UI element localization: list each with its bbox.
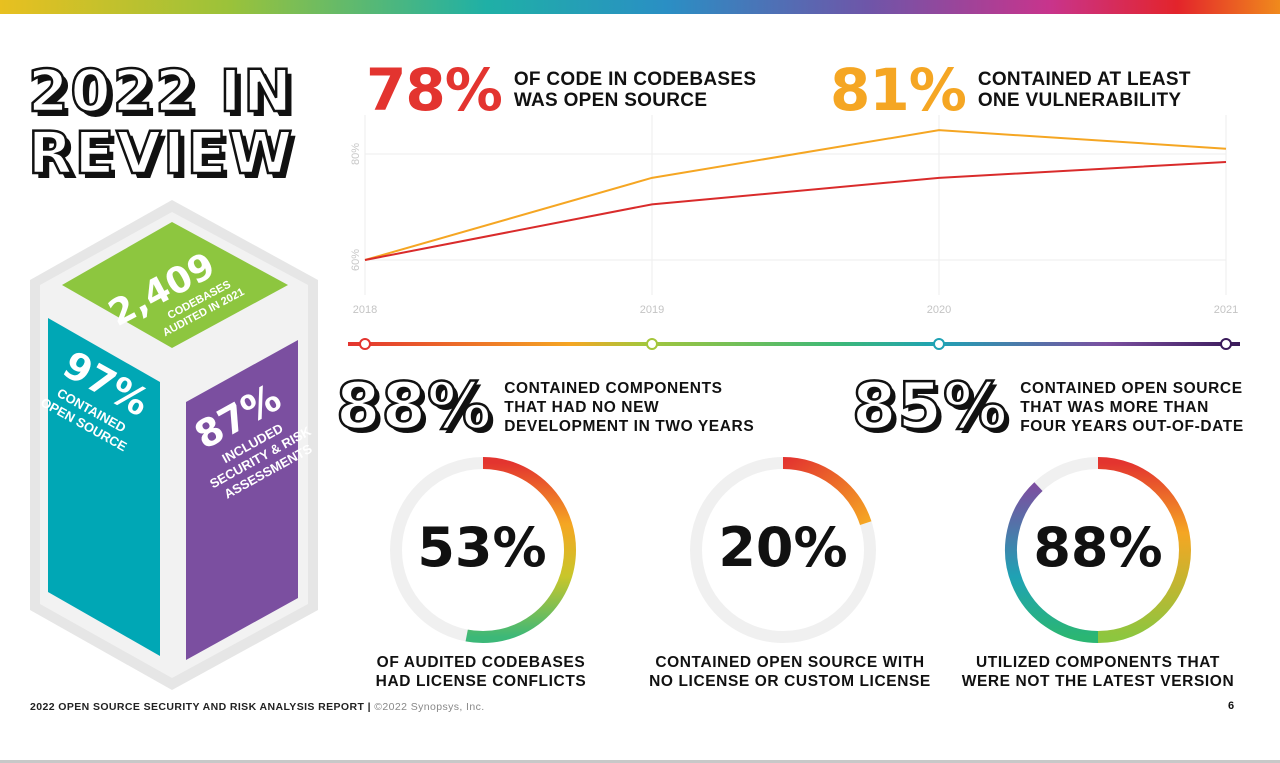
footer-report-title: 2022 OPEN SOURCE SECURITY AND RISK ANALY… bbox=[30, 701, 365, 713]
bottom-divider bbox=[0, 760, 1280, 763]
donut-arc-2-a bbox=[1097, 457, 1191, 643]
donut-charts bbox=[390, 457, 1191, 643]
stat-out-of-date-line-3: FOUR YEARS OUT-OF-DATE bbox=[1020, 417, 1244, 435]
stat-vulnerability-line-2: ONE VULNERABILITY bbox=[977, 90, 1182, 111]
stat-open-source: 78% OF CODE IN CODEBASES WAS OPEN SOURCE bbox=[366, 56, 756, 124]
donut-not-latest-line-2: WERE NOT THE LATEST VERSION bbox=[961, 673, 1235, 690]
cube-left-face bbox=[48, 318, 160, 656]
cube-right-face bbox=[186, 340, 298, 660]
series-line-0 bbox=[364, 129, 1227, 261]
x-tick-label: 2020 bbox=[927, 304, 951, 316]
donut-arc-2-b bbox=[1005, 482, 1099, 643]
donut-no-license-line-2: NO LICENSE OR CUSTOM LICENSE bbox=[649, 673, 931, 690]
title-line-1: 2022 IN bbox=[27, 57, 294, 125]
stat-vulnerability-line-1: CONTAINED AT LEAST bbox=[977, 69, 1191, 90]
donut-arc-0 bbox=[465, 457, 576, 643]
stat-out-of-date-value: 85% bbox=[851, 369, 1009, 446]
donut-license-conflicts-value: 53% bbox=[417, 516, 547, 579]
series-line-1 bbox=[364, 160, 1227, 261]
stat-open-source-value: 78% bbox=[366, 56, 503, 124]
timeline-dot-2018 bbox=[359, 338, 371, 350]
donut-no-license-caption: CONTAINED OPEN SOURCE WITH NO LICENSE OR… bbox=[640, 653, 940, 691]
stat-open-source-caption: OF CODE IN CODEBASES WAS OPEN SOURCE bbox=[514, 69, 756, 111]
donut-license-conflicts-line-2: HAD LICENSE CONFLICTS bbox=[375, 673, 587, 690]
stat-out-of-date-line-1: CONTAINED OPEN SOURCE bbox=[1020, 379, 1243, 397]
stat-vulnerability-value: 81% bbox=[830, 56, 967, 124]
stat-vulnerability: 81% CONTAINED AT LEAST ONE VULNERABILITY bbox=[830, 56, 1191, 124]
footer: 2022 OPEN SOURCE SECURITY AND RISK ANALY… bbox=[30, 701, 485, 713]
stat-out-of-date: 85% CONTAINED OPEN SOURCE THAT WAS MORE … bbox=[851, 369, 1244, 446]
donut-not-latest-line-1: UTILIZED COMPONENTS THAT bbox=[975, 654, 1221, 671]
donut-license-conflicts-line-1: OF AUDITED CODEBASES bbox=[376, 654, 586, 671]
donut-arc-1 bbox=[782, 457, 872, 526]
stat-no-development-caption: CONTAINED COMPONENTS THAT HAD NO NEW DEV… bbox=[504, 379, 754, 436]
stat-open-source-line-2: WAS OPEN SOURCE bbox=[513, 90, 708, 111]
stat-no-development-line-2: THAT HAD NO NEW bbox=[504, 398, 660, 416]
timeline-dot-2021 bbox=[1220, 338, 1232, 350]
donut-not-latest-caption: UTILIZED COMPONENTS THAT WERE NOT THE LA… bbox=[948, 653, 1248, 691]
stat-out-of-date-caption: CONTAINED OPEN SOURCE THAT WAS MORE THAN… bbox=[1020, 379, 1244, 436]
donut-license-conflicts-caption: OF AUDITED CODEBASES HAD LICENSE CONFLIC… bbox=[331, 653, 631, 691]
page-title: 2022 IN REVIEW bbox=[27, 57, 295, 187]
stat-vulnerability-caption: CONTAINED AT LEAST ONE VULNERABILITY bbox=[978, 69, 1191, 111]
cube-top-face bbox=[62, 222, 288, 348]
stat-no-development: 88% CONTAINED COMPONENTS THAT HAD NO NEW… bbox=[335, 369, 754, 446]
trend-line-chart: 60% 80% 2018 2019 2020 2021 bbox=[350, 115, 1238, 316]
rainbow-top-bar bbox=[0, 0, 1280, 14]
stat-open-source-line-1: OF CODE IN CODEBASES bbox=[513, 69, 757, 90]
stat-no-development-value: 88% bbox=[335, 369, 493, 446]
stat-no-development-line-3: DEVELOPMENT IN TWO YEARS bbox=[504, 417, 755, 435]
stat-out-of-date-line-2: THAT WAS MORE THAN bbox=[1020, 398, 1209, 416]
timeline-dot-2020 bbox=[933, 338, 945, 350]
page-number: 6 bbox=[1228, 700, 1235, 712]
y-tick-label: 60% bbox=[350, 249, 362, 271]
footer-separator: | bbox=[364, 701, 375, 713]
title-line-2: REVIEW bbox=[27, 119, 295, 187]
timeline-line bbox=[348, 342, 1240, 346]
donut-not-latest-value: 88% bbox=[1033, 516, 1163, 579]
donut-no-license-value: 20% bbox=[718, 516, 848, 579]
x-tick-label: 2021 bbox=[1214, 304, 1238, 316]
donut-no-license-line-1: CONTAINED OPEN SOURCE WITH bbox=[655, 654, 925, 671]
timeline-dot-2019 bbox=[646, 338, 658, 350]
timeline-bar bbox=[348, 338, 1240, 350]
stats-cube: 2,409 CODEBASES AUDITED IN 2021 97% CONT… bbox=[30, 200, 318, 690]
stat-no-development-line-1: CONTAINED COMPONENTS bbox=[504, 379, 723, 397]
x-tick-label: 2019 bbox=[640, 304, 664, 316]
x-tick-label: 2018 bbox=[353, 304, 377, 316]
y-tick-label: 80% bbox=[350, 143, 362, 165]
footer-copyright: ©2022 Synopsys, Inc. bbox=[374, 701, 485, 713]
